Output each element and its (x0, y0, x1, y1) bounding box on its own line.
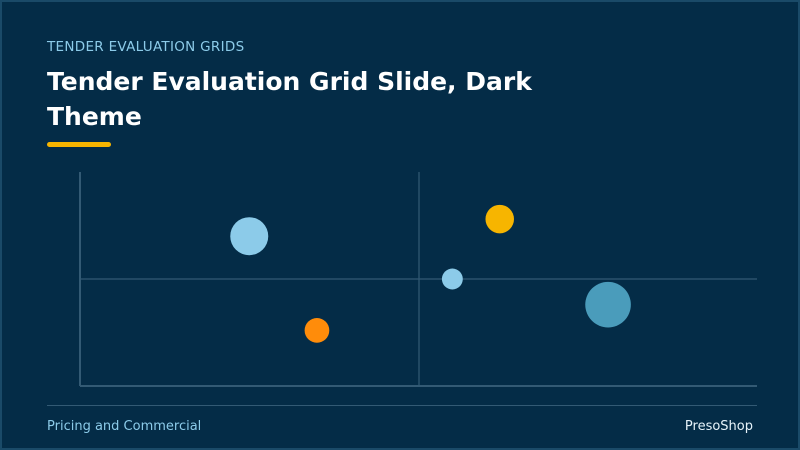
slide-title: Tender Evaluation Grid Slide, Dark Theme (47, 67, 532, 131)
title-accent-bar (47, 142, 111, 147)
footer-section-label: Pricing and Commercial (47, 419, 202, 434)
data-point-2 (304, 318, 330, 343)
data-points (230, 204, 631, 343)
data-point-5 (585, 281, 631, 328)
data-point-1 (230, 217, 269, 256)
eyebrow-label: TENDER EVALUATION GRIDS (47, 39, 245, 55)
footer-brand: PresoShop (684, 419, 753, 434)
data-point-3 (441, 268, 463, 290)
data-point-4 (485, 204, 514, 234)
footer-divider (47, 405, 757, 406)
